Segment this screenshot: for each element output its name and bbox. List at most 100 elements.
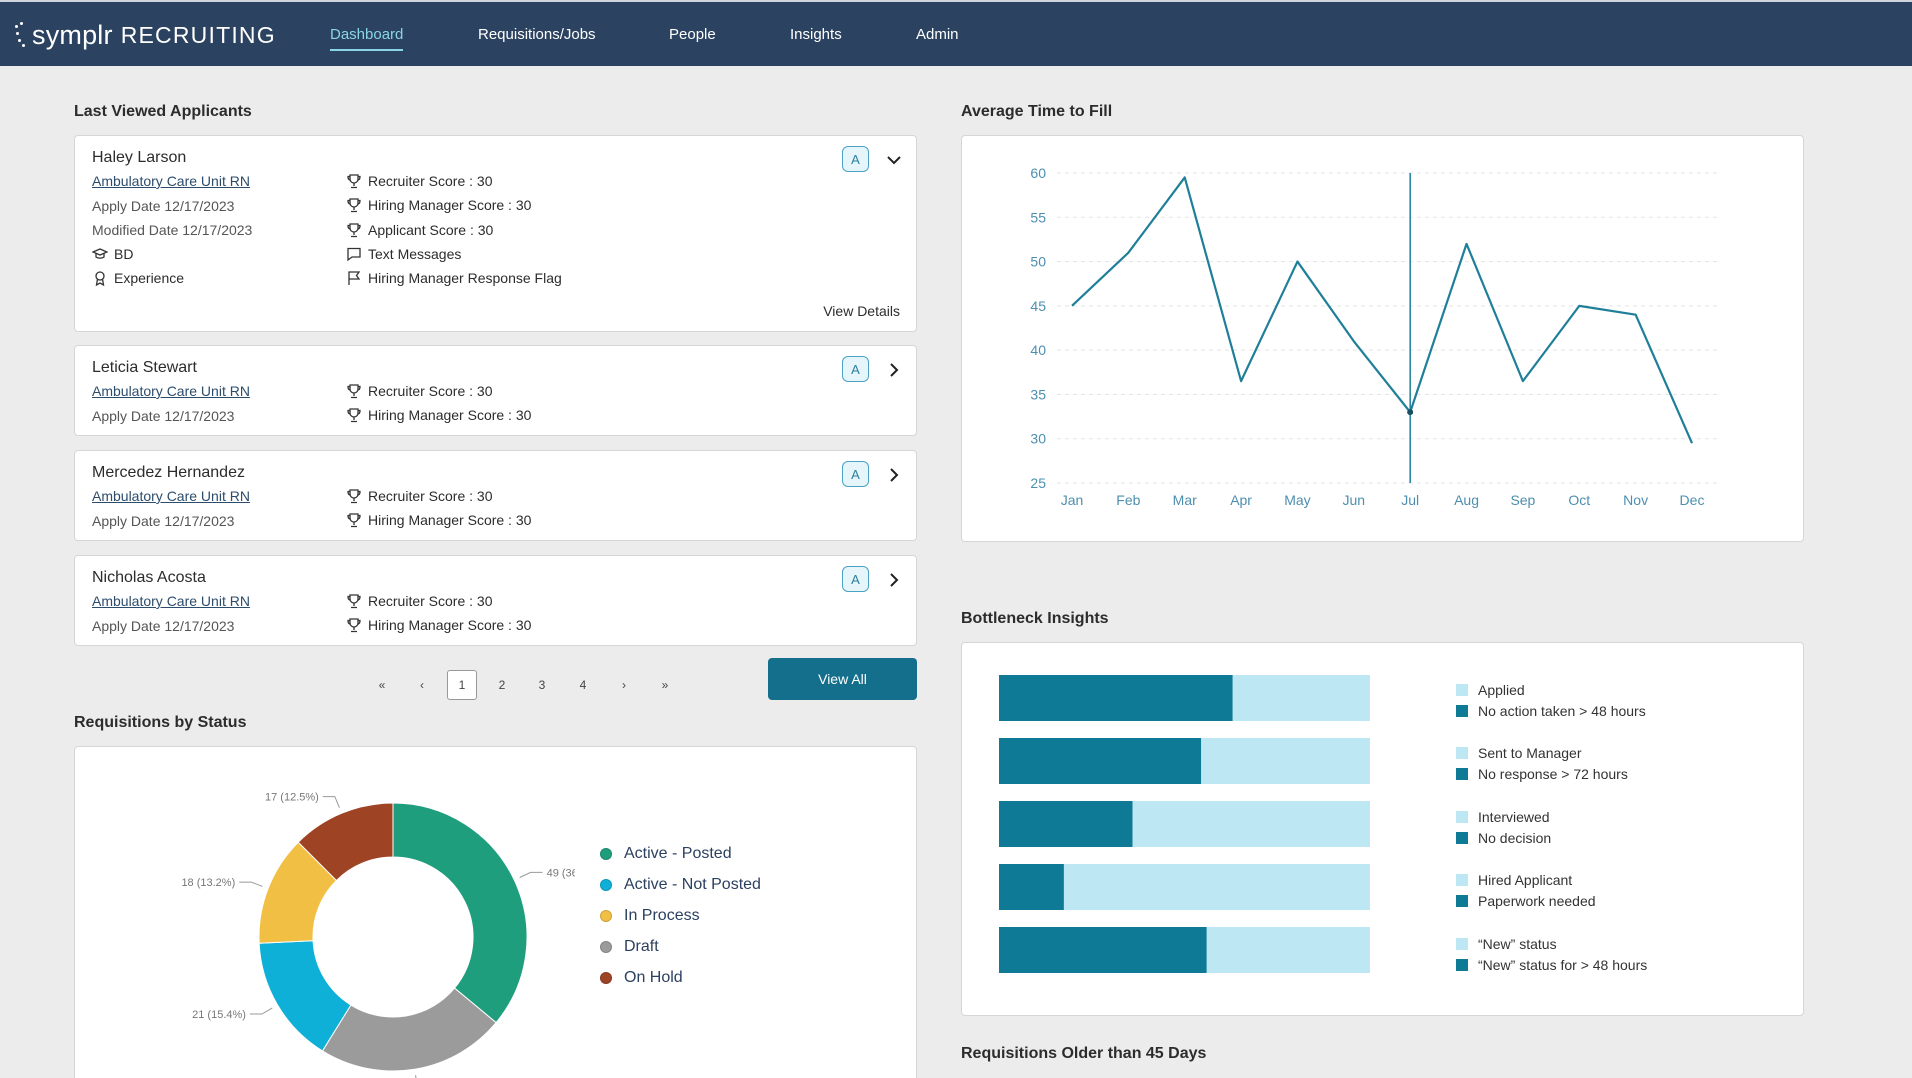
legend-color-square: [1456, 747, 1468, 759]
legend-item: No action taken > 48 hours: [1456, 700, 1646, 721]
recruiter-score: Recruiter Score : 30: [368, 173, 493, 189]
legend-color-square: [1456, 810, 1468, 823]
last-viewed-applicants-title: Last Viewed Applicants: [74, 103, 252, 120]
y-tick-label: 60: [1030, 165, 1046, 181]
trophy-icon: [347, 594, 361, 609]
legend-label: No action taken > 48 hours: [1478, 702, 1646, 719]
recruiter-score-row: Recruiter Score : 30: [346, 593, 493, 609]
legend-color-square: [1456, 683, 1468, 696]
x-tick-label: Oct: [1568, 492, 1590, 508]
pagination-page-4[interactable]: 4: [579, 678, 587, 692]
bar-segment-issue: [999, 675, 1233, 721]
applicant-name[interactable]: Mercedez Hernandez: [92, 464, 245, 481]
chevron-right-icon[interactable]: [885, 361, 903, 379]
nav-people[interactable]: People: [669, 26, 716, 43]
legend-item[interactable]: Active - Not Posted: [600, 869, 761, 900]
legend-label: “New” status: [1478, 935, 1557, 952]
applicant-job-link[interactable]: Ambulatory Care Unit RN: [92, 488, 250, 504]
bottleneck-legend-group: Interviewed No decision: [1456, 806, 1551, 848]
message-bubble-icon: [347, 247, 361, 262]
legend-color-square: [1456, 704, 1468, 717]
view-details-link[interactable]: View Details: [823, 303, 900, 319]
modified-date: Modified Date 12/17/2023: [92, 222, 253, 238]
chevron-right-icon[interactable]: [885, 571, 903, 589]
requisitions-older-title: Requisitions Older than 45 Days: [961, 1045, 1207, 1062]
legend-label: Draft: [624, 937, 659, 955]
legend-item[interactable]: Draft: [600, 931, 761, 962]
applicant-card[interactable]: Mercedez Hernandez Ambulatory Care Unit …: [74, 450, 917, 541]
y-tick-label: 30: [1030, 431, 1046, 447]
applicant-job-link[interactable]: Ambulatory Care Unit RN: [92, 173, 250, 189]
legend-item: No decision: [1456, 827, 1551, 848]
flag-icon: [348, 271, 361, 285]
legend-item: “New” status for > 48 hours: [1456, 954, 1647, 975]
hiring-manager-flag-row[interactable]: Hiring Manager Response Flag: [346, 270, 562, 286]
nav-dashboard[interactable]: Dashboard: [330, 26, 404, 51]
bar-segment-remainder: [1232, 675, 1370, 721]
pagination-last-button[interactable]: »: [661, 678, 669, 692]
applicant-name[interactable]: Nicholas Acosta: [92, 569, 206, 586]
applicant-score: Applicant Score : 30: [368, 222, 494, 238]
bar-segment-issue: [999, 864, 1064, 910]
logo-brand-text: symplr: [32, 19, 113, 50]
x-tick-label: Jul: [1401, 492, 1419, 508]
trophy-icon: [347, 174, 361, 189]
x-tick-label: Aug: [1454, 492, 1479, 508]
chevron-right-icon[interactable]: [885, 466, 903, 484]
nav-insights[interactable]: Insights: [790, 26, 842, 43]
legend-color-square: [1456, 874, 1468, 886]
pagination-first-button[interactable]: «: [378, 678, 386, 692]
text-messages-row[interactable]: Text Messages: [346, 246, 461, 262]
requisitions-by-status-title: Requisitions by Status: [74, 714, 247, 731]
hiring-manager-score: Hiring Manager Score : 30: [368, 617, 532, 633]
legend-label: Paperwork needed: [1478, 893, 1596, 909]
pagination-next-button[interactable]: ›: [622, 678, 626, 692]
slice-label-leader: [249, 1007, 273, 1015]
pagination-page-3[interactable]: 3: [538, 678, 546, 692]
legend-item[interactable]: Active - Posted: [600, 838, 761, 869]
view-all-button[interactable]: View All: [768, 658, 917, 700]
slice-value-label: 21 (15.4%): [192, 1009, 246, 1021]
hiring-manager-score: Hiring Manager Score : 30: [368, 512, 532, 528]
y-tick-label: 50: [1030, 254, 1046, 270]
experience-row: Experience: [92, 270, 184, 286]
apply-date: Apply Date 12/17/2023: [92, 198, 235, 214]
award-ribbon-icon: [95, 271, 105, 286]
x-tick-label: May: [1284, 492, 1310, 508]
applicant-card[interactable]: Haley Larson Ambulatory Care Unit RN App…: [74, 135, 917, 332]
requisitions-status-legend: Active - Posted Active - Not Posted In Pro…: [600, 838, 761, 993]
recruiter-score: Recruiter Score : 30: [368, 488, 493, 504]
symplr-recruiting-logo[interactable]: symplr RECRUITING: [14, 18, 276, 52]
bar-segment-issue: [999, 927, 1207, 973]
top-navigation-bar: symplr RECRUITING Dashboard Requisitions…: [0, 0, 1912, 66]
legend-label: On Hold: [624, 968, 683, 986]
pagination-page-1[interactable]: 1: [447, 670, 477, 700]
nav-admin[interactable]: Admin: [916, 26, 959, 43]
pagination-prev-button[interactable]: ‹: [420, 678, 424, 692]
donut-slice: [321, 987, 497, 1072]
trophy-icon: [347, 513, 361, 528]
legend-color-square: [1456, 958, 1468, 971]
education-label: BD: [114, 246, 134, 262]
applicant-job-link[interactable]: Ambulatory Care Unit RN: [92, 383, 250, 399]
legend-item[interactable]: On Hold: [600, 962, 761, 993]
applicant-name[interactable]: Haley Larson: [92, 149, 187, 166]
legend-color-dot: [600, 971, 612, 984]
pagination-page-2[interactable]: 2: [498, 678, 506, 692]
slice-label-leader: [239, 881, 263, 887]
applicant-card[interactable]: Leticia Stewart Ambulatory Care Unit RN …: [74, 345, 917, 436]
chevron-down-icon[interactable]: [885, 151, 903, 169]
trophy-icon: [347, 223, 361, 238]
legend-color-square: [1456, 831, 1468, 844]
nav-requisitions-jobs[interactable]: Requisitions/Jobs: [478, 26, 596, 43]
legend-color-square: [1456, 895, 1468, 907]
recruiter-score: Recruiter Score : 30: [368, 593, 493, 609]
x-tick-label: Dec: [1680, 492, 1705, 508]
legend-color-dot: [600, 847, 612, 860]
legend-label: No decision: [1478, 829, 1552, 846]
legend-item[interactable]: In Process: [600, 900, 761, 931]
requisitions-donut-chart: 49 (36.03%)31 (22.7%)21 (15.4%)18 (13.2%…: [181, 792, 575, 1078]
applicant-job-link[interactable]: Ambulatory Care Unit RN: [92, 593, 250, 609]
applicant-card[interactable]: Nicholas Acosta Ambulatory Care Unit RN …: [74, 555, 917, 646]
applicant-name[interactable]: Leticia Stewart: [92, 359, 197, 376]
